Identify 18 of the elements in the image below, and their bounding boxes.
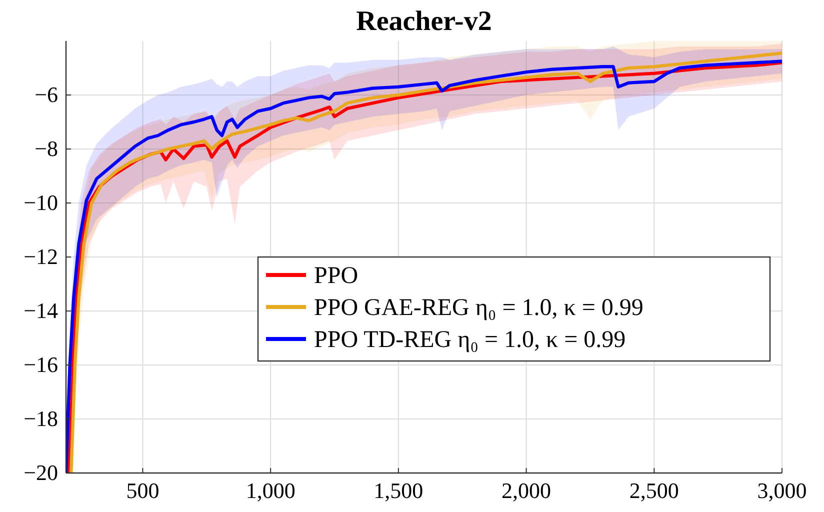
y-tick-label: −14: [24, 298, 58, 323]
y-tick-label: −18: [24, 406, 58, 431]
y-tick-label: −12: [24, 244, 58, 269]
y-tick-label: −10: [24, 190, 58, 215]
x-tick-label: 3,000: [757, 478, 807, 503]
chart-title: Reacher-v2: [356, 6, 492, 37]
x-tick-label: 1,000: [246, 478, 296, 503]
y-tick-label: −16: [24, 352, 58, 377]
x-tick-label: 2,500: [629, 478, 679, 503]
x-tick-label: 2,000: [502, 478, 552, 503]
legend-label: PPO: [314, 263, 358, 289]
x-tick-label: 500: [126, 478, 160, 503]
legend-label: PPO TD-REG η₀ = 1.0, κ = 0.99: [314, 327, 626, 353]
x-tick-label: 1,500: [374, 478, 424, 503]
legend-label: PPO GAE-REG η₀ = 1.0, κ = 0.99: [314, 295, 644, 321]
y-tick-label: −20: [24, 460, 58, 485]
y-tick-label: −8: [34, 136, 58, 161]
y-tick-label: −6: [34, 82, 58, 107]
